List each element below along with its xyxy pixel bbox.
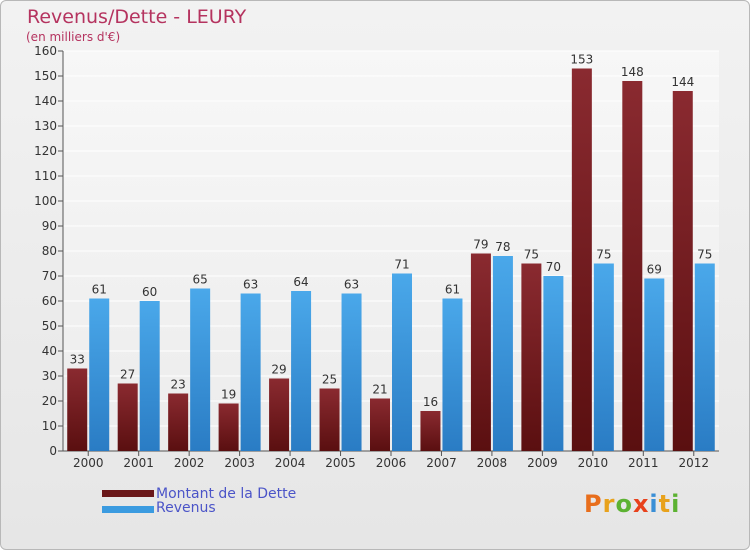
x-tick-label: 2012 bbox=[678, 456, 709, 470]
bar-revenus bbox=[240, 293, 261, 451]
bar-dette bbox=[117, 383, 138, 451]
y-tick-label: 140 bbox=[34, 94, 57, 108]
bar-revenus bbox=[644, 278, 665, 451]
chart-title: Revenus/Dette - LEURY bbox=[27, 6, 247, 28]
bar-revenus bbox=[543, 276, 564, 451]
logo-letter: x bbox=[632, 490, 650, 518]
x-tick-label: 2003 bbox=[224, 456, 255, 470]
data-label-revenus: 70 bbox=[546, 260, 561, 274]
y-tick-label: 150 bbox=[34, 69, 57, 83]
data-label-dette: 19 bbox=[221, 388, 236, 402]
y-tick-label: 40 bbox=[42, 344, 57, 358]
bar-dette bbox=[269, 378, 290, 451]
bar-revenus bbox=[139, 301, 160, 451]
legend-swatch-dette bbox=[102, 490, 154, 497]
bar-revenus bbox=[492, 256, 513, 451]
data-label-dette: 148 bbox=[621, 65, 644, 79]
data-label-revenus: 63 bbox=[243, 278, 258, 292]
logo-letter: P bbox=[584, 490, 603, 518]
x-tick-label: 2005 bbox=[325, 456, 356, 470]
y-tick-label: 60 bbox=[42, 294, 57, 308]
bar-revenus bbox=[190, 288, 211, 451]
bar-dette bbox=[672, 91, 693, 451]
bar-dette bbox=[420, 411, 441, 451]
bar-revenus bbox=[89, 298, 110, 451]
bar-dette bbox=[571, 68, 592, 451]
data-label-revenus: 78 bbox=[495, 240, 510, 254]
bar-revenus bbox=[291, 291, 312, 451]
logo-letter: o bbox=[615, 490, 633, 518]
logo-letter: t bbox=[658, 490, 672, 518]
y-tick-label: 130 bbox=[34, 119, 57, 133]
data-label-dette: 23 bbox=[171, 378, 186, 392]
data-label-dette: 153 bbox=[570, 53, 593, 67]
data-label-dette: 25 bbox=[322, 373, 337, 387]
data-label-revenus: 61 bbox=[92, 283, 107, 297]
bar-dette bbox=[622, 81, 643, 451]
bar-revenus bbox=[392, 273, 412, 451]
x-tick-label: 2006 bbox=[376, 456, 407, 470]
y-tick-label: 120 bbox=[34, 144, 57, 158]
legend-label-dette: Montant de la Dette bbox=[156, 486, 297, 502]
x-tick-label: 2011 bbox=[628, 456, 659, 470]
y-tick-label: 30 bbox=[42, 369, 57, 383]
bar-revenus bbox=[694, 263, 715, 451]
x-tick-label: 2000 bbox=[73, 456, 104, 470]
bar-dette bbox=[168, 393, 189, 451]
data-label-dette: 21 bbox=[372, 383, 387, 397]
bar-dette bbox=[370, 398, 390, 451]
x-tick-label: 2009 bbox=[527, 456, 558, 470]
bar-dette bbox=[521, 263, 542, 451]
y-tick-label: 10 bbox=[42, 419, 57, 433]
y-tick-label: 50 bbox=[42, 319, 57, 333]
logo-letter: i bbox=[671, 490, 681, 518]
x-tick-label: 2010 bbox=[578, 456, 609, 470]
legend-swatch-revenus bbox=[102, 506, 154, 513]
data-label-revenus: 64 bbox=[293, 275, 308, 289]
x-tick-label: 2001 bbox=[123, 456, 154, 470]
y-tick-label: 0 bbox=[49, 444, 57, 458]
x-tick-label: 2008 bbox=[477, 456, 508, 470]
bar-revenus bbox=[341, 293, 362, 451]
data-label-dette: 27 bbox=[120, 368, 135, 382]
data-label-revenus: 75 bbox=[596, 248, 611, 262]
y-tick-label: 80 bbox=[42, 244, 57, 258]
logo-letter: r bbox=[602, 490, 616, 518]
data-label-revenus: 60 bbox=[142, 285, 157, 299]
bar-revenus bbox=[442, 298, 463, 451]
y-tick-label: 90 bbox=[42, 219, 57, 233]
data-label-revenus: 69 bbox=[647, 263, 662, 277]
proxiti-logo: Proxiti bbox=[584, 490, 680, 518]
data-label-revenus: 63 bbox=[344, 278, 359, 292]
bar-dette bbox=[67, 368, 88, 451]
chart-subtitle: (en milliers d'€) bbox=[26, 30, 121, 44]
y-tick-label: 110 bbox=[34, 169, 57, 183]
data-label-dette: 16 bbox=[423, 395, 438, 409]
y-tick-label: 20 bbox=[42, 394, 57, 408]
x-tick-label: 2002 bbox=[174, 456, 205, 470]
bar-dette bbox=[218, 403, 239, 451]
logo-letter: i bbox=[649, 490, 659, 518]
data-label-dette: 33 bbox=[70, 353, 85, 367]
data-label-revenus: 75 bbox=[697, 248, 712, 262]
x-tick-label: 2004 bbox=[275, 456, 306, 470]
data-label-revenus: 71 bbox=[394, 258, 409, 272]
data-label-dette: 144 bbox=[671, 75, 694, 89]
y-tick-label: 160 bbox=[34, 44, 57, 58]
bar-revenus bbox=[593, 263, 614, 451]
bar-dette bbox=[470, 253, 491, 451]
bar-dette bbox=[319, 388, 340, 451]
y-tick-label: 70 bbox=[42, 269, 57, 283]
data-label-revenus: 61 bbox=[445, 283, 460, 297]
x-tick-label: 2007 bbox=[426, 456, 457, 470]
legend-label-revenus: Revenus bbox=[156, 500, 216, 516]
data-label-dette: 79 bbox=[473, 238, 488, 252]
data-label-dette: 29 bbox=[271, 363, 286, 377]
data-label-revenus: 65 bbox=[193, 273, 208, 287]
y-tick-label: 100 bbox=[34, 194, 57, 208]
data-label-dette: 75 bbox=[524, 248, 539, 262]
